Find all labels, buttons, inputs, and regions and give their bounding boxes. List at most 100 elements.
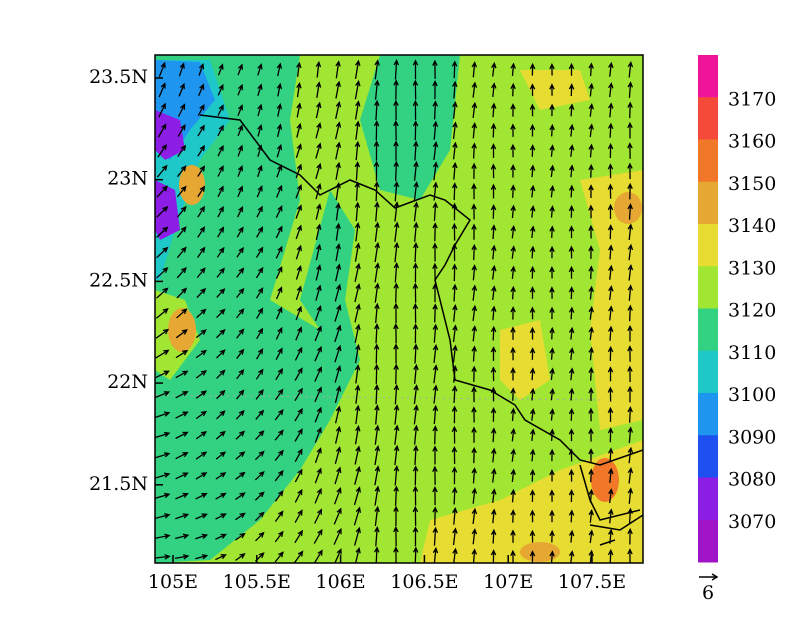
wind-arrow — [393, 59, 400, 80]
wind-arrow — [568, 529, 575, 543]
wind-arrow — [451, 202, 458, 221]
wind-arrow — [175, 492, 189, 500]
field-patch — [520, 542, 560, 562]
wind-arrow — [198, 83, 205, 97]
wind-arrow — [588, 468, 594, 483]
wind-arrow — [588, 62, 594, 77]
wind-arrow — [471, 243, 477, 261]
wind-arrow — [432, 120, 439, 140]
wind-arrow — [432, 181, 439, 201]
colorbar-label: 3090 — [728, 426, 776, 448]
colorbar-label: 3170 — [728, 88, 776, 110]
wind-arrow — [177, 123, 186, 137]
wind-arrow — [235, 471, 246, 480]
wind-arrow — [471, 426, 477, 443]
wind-arrow — [432, 59, 438, 79]
wind-arrow — [176, 308, 188, 319]
colorbar-box — [698, 266, 718, 309]
wind-arrow — [257, 144, 263, 157]
wind-arrow — [510, 62, 516, 77]
wind-arrow — [471, 162, 477, 179]
wind-arrow — [156, 205, 169, 218]
wind-arrow — [237, 124, 244, 137]
field-patch — [300, 190, 360, 420]
wind-arrow — [295, 204, 303, 219]
wind-arrow — [627, 101, 633, 119]
wind-arrow — [608, 285, 614, 301]
wind-arrow — [510, 265, 516, 280]
wind-arrow — [490, 406, 497, 422]
wind-arrow — [354, 445, 361, 465]
wind-arrow — [156, 185, 169, 198]
wind-arrow — [607, 244, 614, 260]
wind-arrow — [393, 302, 399, 324]
wind-arrow — [588, 245, 594, 259]
colorbar-box — [698, 393, 718, 436]
wind-arrow — [412, 79, 419, 100]
wind-arrow — [274, 408, 284, 421]
wind-arrow — [549, 367, 555, 381]
wind-arrow — [295, 244, 302, 260]
wind-arrow — [529, 83, 536, 96]
wind-arrow — [197, 246, 206, 258]
wind-arrow — [354, 181, 361, 201]
colorbar-label: 3070 — [728, 511, 776, 533]
wind-arrow — [393, 485, 399, 506]
wind-arrow — [354, 364, 361, 384]
wind-arrow — [568, 184, 575, 198]
wind-arrow — [274, 429, 284, 441]
wind-arrow — [608, 61, 614, 77]
wind-arrow — [216, 389, 226, 400]
colorbar-label: 3130 — [728, 257, 776, 279]
wind-arrow — [236, 328, 245, 339]
wind-arrow — [175, 349, 189, 359]
wind-arrow — [314, 386, 322, 403]
wind-arrow — [275, 367, 283, 381]
wind-arrow — [490, 143, 497, 158]
wind-arrow — [393, 363, 399, 385]
wind-arrow — [588, 123, 594, 138]
wind-arrow — [490, 366, 497, 382]
wind-arrow — [413, 160, 419, 181]
wind-arrow — [174, 533, 190, 540]
wind-arrow — [393, 180, 400, 202]
colorbar-box — [698, 477, 718, 521]
wind-arrow — [294, 488, 303, 503]
wind-arrow — [510, 366, 516, 381]
lon-label: 106.5E — [390, 571, 458, 593]
wind-arrow — [314, 345, 322, 362]
wind-arrow — [432, 425, 438, 445]
wind-arrow — [178, 82, 185, 97]
wind-arrow — [315, 142, 322, 159]
wind-arrow — [607, 345, 614, 362]
wind-arrow — [490, 305, 497, 321]
wind-arrow — [216, 369, 226, 379]
wind-arrow — [215, 472, 227, 480]
wind-arrow — [588, 204, 594, 219]
wind-arrow — [217, 205, 224, 218]
wind-arrow — [412, 323, 419, 344]
wind-arrow — [313, 549, 323, 563]
wind-arrow — [335, 60, 341, 79]
wind-arrow — [236, 226, 244, 238]
wind-arrow — [334, 324, 342, 343]
wind-arrow — [607, 406, 614, 422]
wind-arrow — [274, 510, 284, 523]
wind-arrow — [334, 365, 342, 383]
colorbar-box — [698, 350, 718, 394]
wind-arrow — [197, 124, 205, 137]
wind-arrow — [627, 304, 633, 322]
wind-arrow — [236, 368, 245, 380]
wind-arrow — [373, 363, 380, 384]
wind-arrow — [236, 348, 245, 359]
wind-arrow — [529, 184, 536, 198]
wind-arrow — [254, 511, 265, 522]
wind-arrow — [608, 264, 614, 280]
lon-label: 107.5E — [558, 571, 626, 593]
reference-label: 6 — [702, 582, 714, 604]
wind-arrow — [452, 303, 458, 322]
colorbar-label: 3160 — [728, 131, 776, 153]
wind-arrow — [607, 142, 614, 159]
wind-arrow — [471, 325, 478, 342]
wind-arrow — [490, 346, 497, 361]
